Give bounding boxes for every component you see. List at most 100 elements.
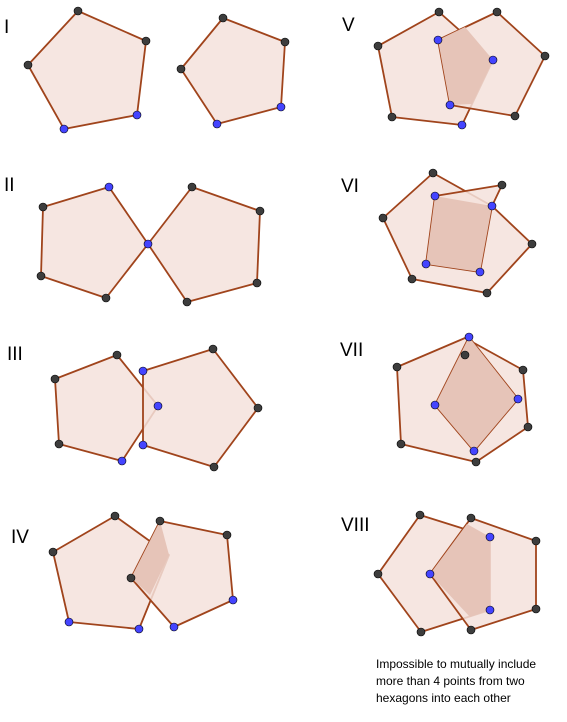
pentagon-left (41, 187, 148, 298)
vertex-dark (183, 298, 191, 306)
panel-viii-label: VIII (341, 515, 370, 536)
vertex-blue (434, 36, 442, 44)
pentagon-left (28, 11, 146, 129)
vertex-dark (188, 183, 196, 191)
vertex-blue (65, 618, 73, 626)
vertex-blue (229, 596, 237, 604)
vertex-dark (417, 628, 425, 636)
vertex-blue (486, 533, 494, 541)
shared-vertex-blue (144, 240, 152, 248)
vertex-dark (483, 289, 491, 297)
vertex-dark (519, 366, 527, 374)
vertex-dark (374, 42, 382, 50)
panel-iv-label: IV (11, 527, 29, 548)
vertex-dark (397, 440, 405, 448)
panel-iv: IV (11, 512, 237, 633)
panel-iii-label: III (7, 344, 23, 365)
vertex-dark (254, 404, 262, 412)
vertex-blue (213, 120, 221, 128)
vertex-dark (142, 37, 150, 45)
panel-i-label: I (4, 17, 9, 38)
vertex-blue (458, 121, 466, 129)
panel-ii: II (4, 175, 264, 306)
vertex-blue (426, 570, 434, 578)
vertex-dark (55, 440, 63, 448)
vertex-blue (431, 401, 439, 409)
vertex-dark (472, 458, 480, 466)
pentagon-right (148, 187, 260, 302)
vertex-blue (139, 367, 147, 375)
vertex-dark (528, 240, 536, 248)
vertex-dark (374, 570, 382, 578)
impossibility-note: Impossible to mutually include more than… (376, 656, 566, 707)
vertex-dark (102, 294, 110, 302)
vertex-dark (49, 548, 57, 556)
panel-vi: VI (341, 169, 536, 297)
vertex-dark (408, 275, 416, 283)
vertex-blue (154, 402, 162, 410)
vertex-blue (170, 623, 178, 631)
panel-vi-label: VI (341, 176, 359, 197)
vertex-dark (281, 38, 289, 46)
vertex-blue (135, 625, 143, 633)
vertex-dark (532, 537, 540, 545)
vertex-dark (532, 605, 540, 613)
vertex-blue (133, 111, 141, 119)
panel-iii: III (7, 344, 262, 471)
vertex-blue (118, 457, 126, 465)
panel-v: V (342, 8, 549, 129)
vertex-dark (111, 512, 119, 520)
vertex-dark (253, 279, 261, 287)
vertex-dark (393, 363, 401, 371)
vertex-dark (388, 113, 396, 121)
panel-vii-label: VII (340, 340, 363, 361)
vertex-dark (511, 112, 519, 120)
vertex-blue (486, 606, 494, 614)
vertex-blue (446, 101, 454, 109)
panel-viii: VIII (341, 511, 540, 636)
vertex-blue (139, 441, 147, 449)
vertex-dark (223, 531, 231, 539)
vertex-dark (467, 626, 475, 634)
vertex-dark (467, 514, 475, 522)
vertex-dark (37, 272, 45, 280)
vertex-dark (127, 574, 135, 582)
vertex-blue (488, 202, 496, 210)
vertex-blue (60, 125, 68, 133)
vertex-blue (105, 183, 113, 191)
vertex-dark (461, 351, 469, 359)
vertex-dark (416, 511, 424, 519)
vertex-blue (465, 333, 473, 341)
vertex-blue (489, 56, 497, 64)
vertex-dark (39, 203, 47, 211)
vertex-blue (277, 103, 285, 111)
vertex-dark (379, 214, 387, 222)
vertex-dark (156, 517, 164, 525)
vertex-dark (429, 169, 437, 177)
vertex-dark (113, 351, 121, 359)
vertex-dark (177, 65, 185, 73)
panel-v-label: V (342, 15, 355, 36)
vertex-dark (219, 14, 227, 22)
panel-ii-label: II (4, 175, 15, 196)
panel-i: I (4, 7, 289, 133)
vertex-dark (210, 463, 218, 471)
vertex-blue (470, 447, 478, 455)
vertex-dark (74, 7, 82, 15)
vertex-blue (476, 268, 484, 276)
vertex-blue (431, 192, 439, 200)
vertex-dark (524, 423, 532, 431)
pentagon-right (181, 18, 285, 124)
vertex-dark (493, 8, 501, 16)
vertex-dark (541, 52, 549, 60)
vertex-dark (209, 345, 217, 353)
vertex-dark (24, 61, 32, 69)
panel-vii: VII (340, 333, 532, 466)
vertex-dark (256, 207, 264, 215)
vertex-dark (435, 8, 443, 16)
vertex-dark (51, 375, 59, 383)
vertex-blue (422, 260, 430, 268)
vertex-blue (514, 395, 522, 403)
vertex-dark (498, 181, 506, 189)
